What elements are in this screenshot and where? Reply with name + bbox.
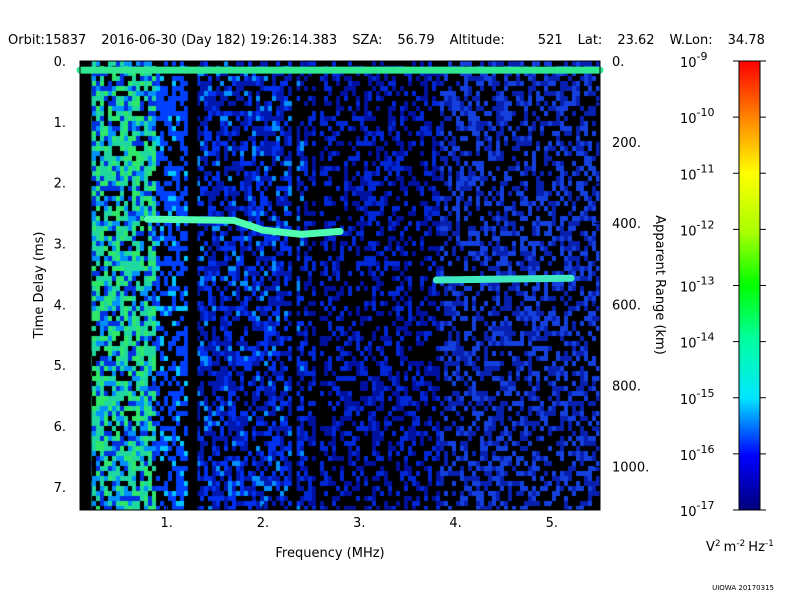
datetime: 2016-06-30 (Day 182) 19:26:14.383	[101, 33, 338, 48]
y-tick-label: 2.	[54, 177, 66, 192]
altitude: 521	[537, 33, 563, 48]
y-axis-label: Time Delay (ms)	[32, 232, 47, 340]
ionogram-heatmap	[80, 61, 600, 510]
altitude-label: Altitude:	[449, 33, 505, 48]
y2-tick-label: 800.	[612, 379, 641, 394]
sza-label: SZA:	[352, 33, 383, 48]
x-tick-label: 2.	[257, 516, 269, 531]
colorbar	[738, 60, 761, 511]
orbit: Orbit:15837	[8, 33, 87, 48]
header-info: Orbit:15837 2016-06-30 (Day 182) 19:26:14…	[8, 33, 765, 48]
ionospheric-echo-trace	[143, 215, 344, 238]
wlon-label: W.Lon:	[669, 33, 713, 48]
y2-tick-label: 400.	[612, 217, 641, 232]
y2-tick-label: 0.	[612, 55, 624, 70]
colorbar-tick-label: 10-13	[680, 275, 715, 296]
colorbar-tick-label: 10-10	[680, 106, 715, 127]
colorbar-tick-label: 10-14	[680, 331, 715, 352]
x-tick-label: 3.	[353, 516, 365, 531]
y2-tick-label: 600.	[612, 298, 641, 313]
colorbar-tick-label: 10-12	[680, 218, 715, 239]
y-tick-label: 1.	[54, 116, 66, 131]
y2-tick-label: 1000.	[612, 461, 649, 476]
y-tick-label: 0.	[54, 55, 66, 70]
y-tick-label: 5.	[54, 359, 66, 374]
wlon: 34.78	[727, 33, 765, 48]
credit: UIOWA 20170315	[712, 584, 774, 592]
y-tick-label: 6.	[54, 420, 66, 435]
colorbar-tick-label: 10-9	[680, 50, 708, 71]
colorbar-tick-label: 10-16	[680, 443, 715, 464]
colorbar-unit-label: V2 m-2 Hz-1	[706, 539, 774, 555]
colorbar-tick-label: 10-11	[680, 162, 715, 183]
y2-tick-label: 200.	[612, 136, 641, 151]
x-tick-label: 5.	[546, 516, 558, 531]
sza: 56.79	[397, 33, 435, 48]
x-tick-label: 4.	[449, 516, 461, 531]
colorbar-tick-label: 10-17	[680, 499, 715, 520]
plot-frame	[79, 60, 601, 511]
x-axis-label: Frequency (MHz)	[275, 546, 384, 561]
lat: 23.62	[617, 33, 655, 48]
y-tick-label: 7.	[54, 481, 66, 496]
y2-axis-label: Apparent Range (km)	[652, 215, 667, 355]
x-tick-label: 1.	[160, 516, 172, 531]
surface-echo-trace	[432, 274, 575, 284]
y-tick-label: 3.	[54, 238, 66, 253]
y-tick-label: 4.	[54, 298, 66, 313]
lat-label: Lat:	[577, 33, 603, 48]
colorbar-tick-label: 10-15	[680, 387, 715, 408]
